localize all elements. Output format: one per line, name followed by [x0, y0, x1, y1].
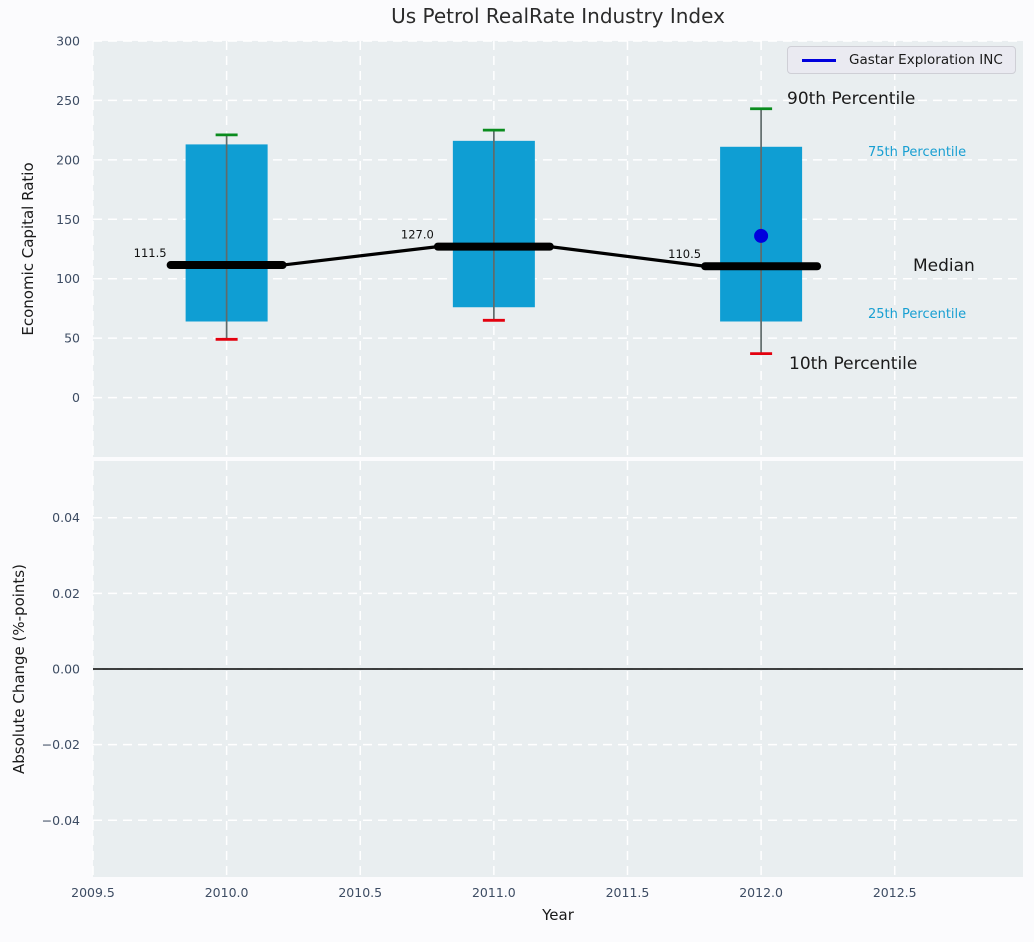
- y-tick-label-bottom: 0.04: [52, 510, 80, 525]
- y-tick-label-top: 200: [56, 152, 80, 167]
- x-tick-label: 2011.5: [606, 885, 650, 900]
- y-tick-label-bottom: −0.02: [42, 737, 80, 752]
- x-tick-label: 2012.5: [873, 885, 917, 900]
- y-axis-label-bottom: Absolute Change (%-points): [10, 564, 28, 774]
- y-tick-label-top: 300: [56, 34, 80, 49]
- median-value-label-2010: 111.5: [134, 246, 167, 260]
- y-tick-label-top: 250: [56, 93, 80, 108]
- y-tick-label-top: 100: [56, 271, 80, 286]
- median-connector: [549, 245, 706, 268]
- x-tick-label: 2010.0: [205, 885, 249, 900]
- annotation-90th-percentile: 90th Percentile: [787, 89, 916, 109]
- x-tick-label: 2012.0: [739, 885, 783, 900]
- median-value-label-2012: 110.5: [668, 247, 701, 261]
- y-axis-label-top: Economic Capital Ratio: [19, 162, 37, 335]
- annotation-median: Median: [913, 256, 975, 276]
- legend: Gastar Exploration INC: [787, 46, 1016, 74]
- x-axis-label: Year: [541, 906, 575, 924]
- chart-title: Us Petrol RealRate Industry Index: [391, 4, 725, 28]
- y-tick-label-top: 150: [56, 212, 80, 227]
- y-tick-label-bottom: −0.04: [42, 813, 80, 828]
- legend-label: Gastar Exploration INC: [849, 52, 1003, 68]
- y-tick-label-bottom: 0.00: [52, 662, 80, 677]
- y-tick-label-bottom: 0.02: [52, 586, 80, 601]
- annotation-25th-percentile: 25th Percentile: [868, 307, 967, 322]
- median-value-label-2011: 127.0: [401, 228, 434, 242]
- legend-line-icon: [802, 58, 836, 62]
- x-tick-label: 2010.5: [338, 885, 382, 900]
- annotation-10th-percentile: 10th Percentile: [789, 354, 918, 374]
- annotation-75th-percentile: 75th Percentile: [868, 145, 967, 160]
- x-tick-label: 2011.0: [472, 885, 516, 900]
- y-tick-label-top: 0: [72, 390, 80, 405]
- y-tick-label-top: 50: [64, 331, 80, 346]
- company-point: [754, 228, 769, 243]
- median-connector: [282, 245, 439, 267]
- x-tick-label: 2009.5: [71, 885, 115, 900]
